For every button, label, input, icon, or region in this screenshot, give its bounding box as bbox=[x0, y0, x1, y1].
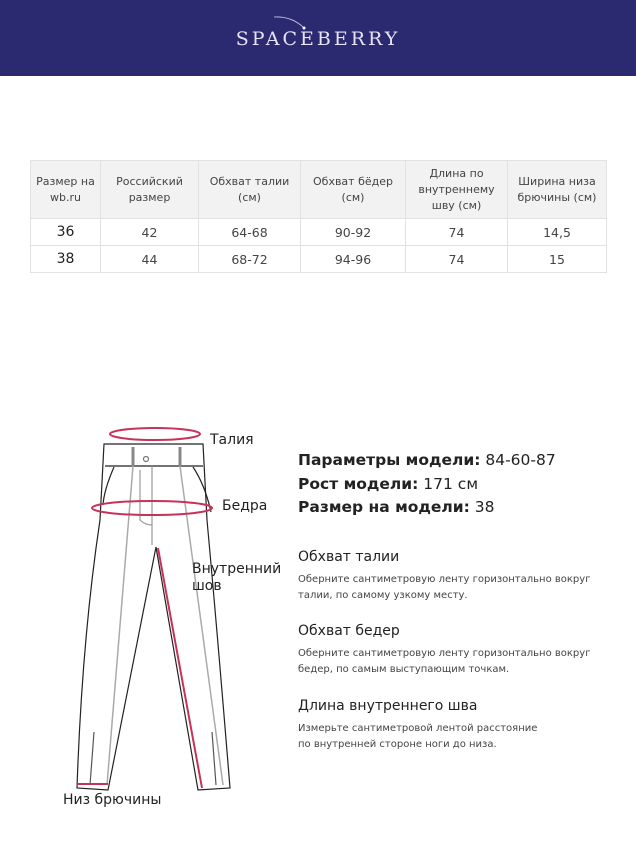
label-waist: Талия bbox=[210, 432, 254, 448]
model-param: Рост модели: 171 см bbox=[298, 474, 479, 493]
cell: 94-96 bbox=[300, 245, 406, 273]
cell: 42 bbox=[100, 218, 199, 246]
waist-measure bbox=[109, 427, 201, 441]
cell: 64-68 bbox=[198, 218, 301, 246]
brand-header: SPACEBERRY bbox=[0, 0, 636, 76]
cell: 74 bbox=[405, 218, 508, 246]
label-hips: Бедра bbox=[222, 498, 268, 514]
size-table: Размер на wb.ru Российский размер Обхват… bbox=[30, 160, 607, 273]
model-param: Параметры модели: 84-60-87 bbox=[298, 451, 556, 469]
shooting-star-icon bbox=[273, 16, 306, 30]
table-row: 36 42 64-68 90-92 74 14,5 bbox=[30, 218, 607, 246]
cell: 15 bbox=[507, 245, 607, 273]
cell: 68-72 bbox=[198, 245, 301, 273]
cell: 90-92 bbox=[300, 218, 406, 246]
cell: 74 bbox=[405, 245, 508, 273]
section-inseam: Длина внутреннего шва Измерьте сантиметро… bbox=[298, 698, 538, 750]
table-header-row: Размер на wb.ru Российский размер Обхват… bbox=[30, 160, 607, 219]
col-header: Длина по внутреннему шву (см) bbox=[405, 160, 508, 219]
cell: 44 bbox=[100, 245, 199, 273]
label-inseam: Внутренний шов bbox=[192, 561, 282, 594]
inseam-measure bbox=[157, 547, 203, 789]
measure-lines bbox=[78, 427, 213, 789]
model-param: Размер на модели: 38 bbox=[298, 498, 495, 516]
table-row: 38 44 68-72 94-96 74 15 bbox=[30, 245, 607, 273]
pants-outline bbox=[76, 443, 231, 791]
brand-logo: SPACEBERRY bbox=[235, 28, 401, 50]
col-header: Обхват бёдер (см) bbox=[300, 160, 406, 219]
pants-diagram bbox=[76, 427, 231, 791]
model-params: Параметры модели: 84-60-87 Рост модели: … bbox=[298, 449, 556, 520]
label-hem: Низ брючины bbox=[63, 792, 162, 808]
section-hips: Обхват бедер Оберните сантиметровую ленту… bbox=[298, 623, 591, 675]
cell: 14,5 bbox=[507, 218, 607, 246]
col-header: Обхват талии (см) bbox=[198, 160, 301, 219]
cell: 36 bbox=[30, 218, 101, 246]
col-header: Ширина низа брючины (см) bbox=[507, 160, 607, 219]
hips-measure bbox=[91, 500, 213, 516]
section-waist: Обхват талии Оберните сантиметровую ленту… bbox=[298, 549, 591, 601]
